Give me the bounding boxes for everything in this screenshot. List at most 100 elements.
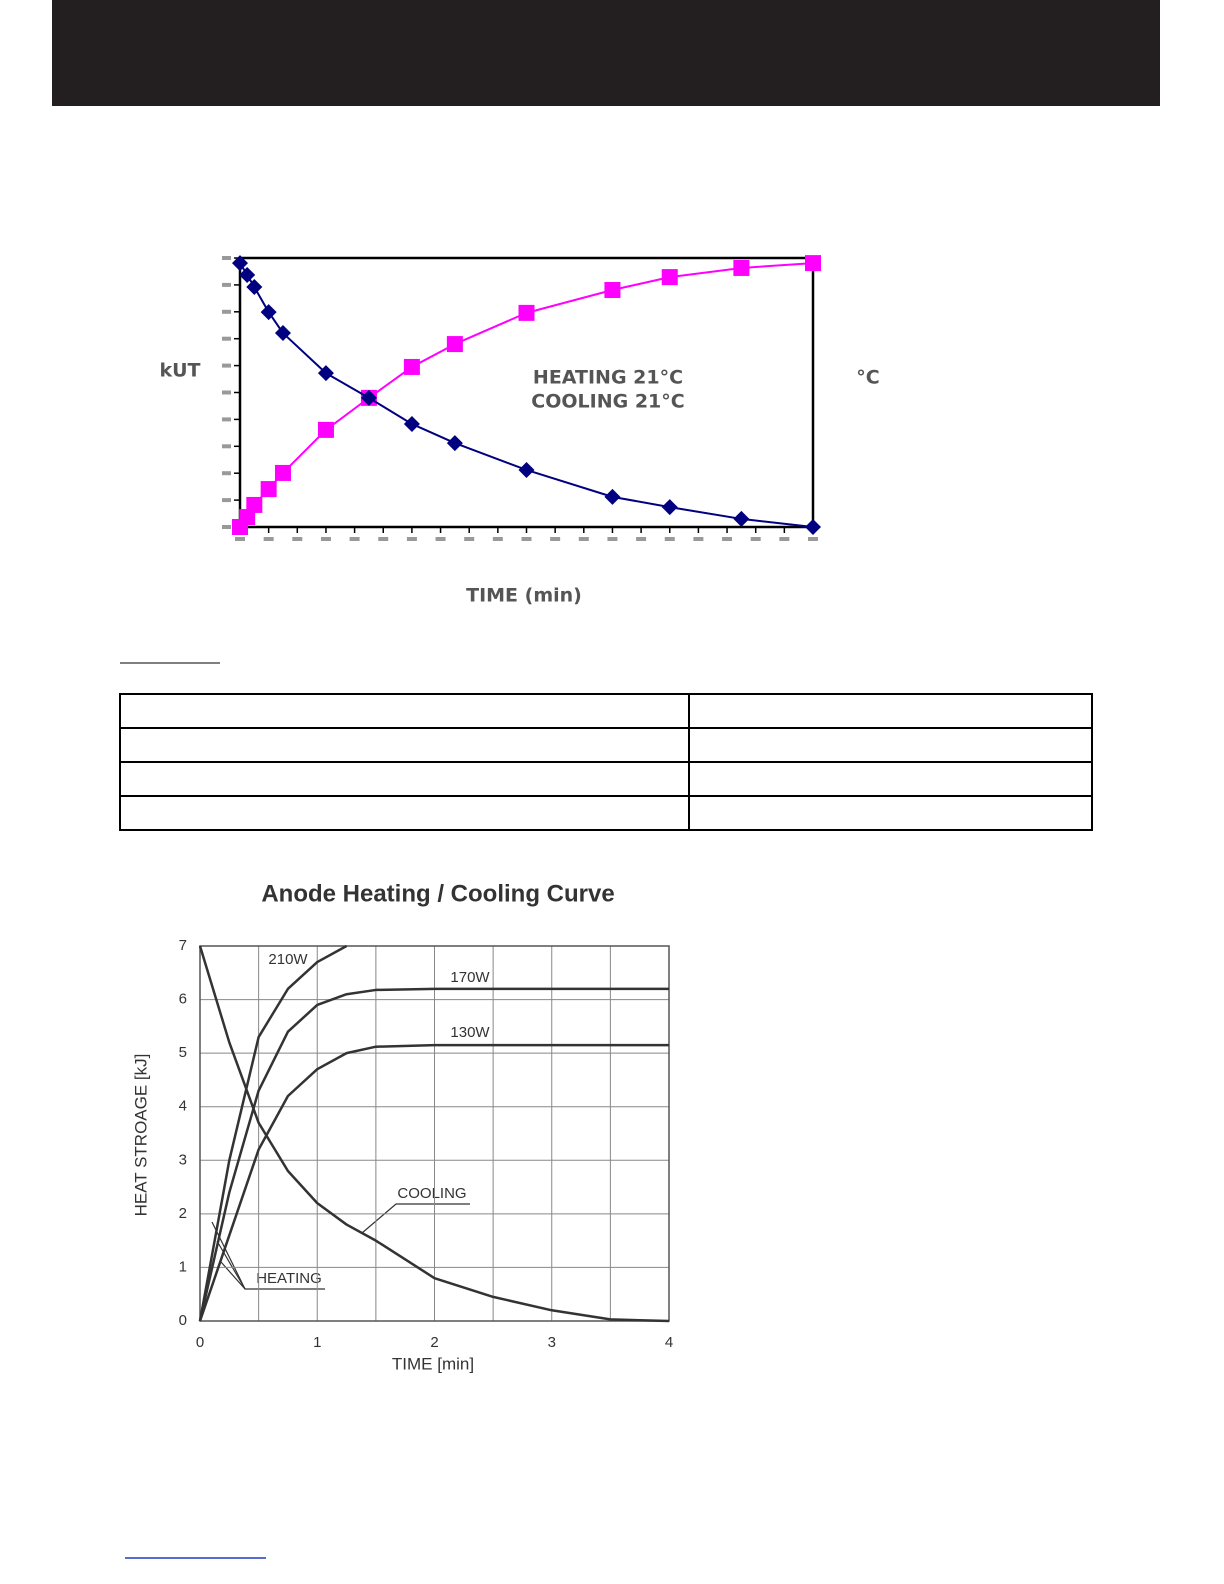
marker xyxy=(274,325,291,342)
y-tick-smudge xyxy=(222,336,231,341)
x-tick-smudge xyxy=(235,537,245,541)
x-tick-smudge xyxy=(636,537,647,541)
leader-line xyxy=(220,1261,246,1290)
x-tick-label: 1 xyxy=(313,1334,321,1351)
marker xyxy=(274,464,291,481)
x-tick-smudge xyxy=(406,537,417,541)
x-tick-smudge xyxy=(808,537,818,541)
y-tick-smudge xyxy=(222,444,231,449)
curve-label: 130W xyxy=(450,1024,490,1041)
x-tick-smudge xyxy=(550,537,561,541)
x-tick-smudge xyxy=(779,537,790,541)
x-axis-label: TIME (min) xyxy=(466,585,582,607)
y-tick-smudge xyxy=(222,309,231,314)
cell xyxy=(688,693,1093,729)
marker xyxy=(604,282,621,299)
marker xyxy=(518,461,535,478)
marker xyxy=(403,415,420,432)
x-tick-label: 0 xyxy=(196,1334,204,1351)
y-tick-label: 7 xyxy=(179,937,187,954)
marker xyxy=(446,336,463,353)
y-tick-label: 1 xyxy=(179,1258,187,1275)
y-tick-smudge xyxy=(222,282,231,287)
table-row xyxy=(119,693,1093,729)
x-tick-smudge xyxy=(521,537,532,541)
annotation: COOLING 21°C xyxy=(531,391,684,413)
marker xyxy=(317,421,334,438)
x-tick-label: 3 xyxy=(548,1334,556,1351)
plot-frame xyxy=(238,256,815,529)
marker xyxy=(403,358,420,375)
data-line xyxy=(198,944,348,1322)
marker xyxy=(260,481,277,498)
leader-line xyxy=(361,1203,470,1234)
x-tick-smudge xyxy=(320,537,331,541)
marker xyxy=(246,279,263,296)
x-tick-label: 4 xyxy=(665,1334,673,1351)
marker xyxy=(317,365,334,382)
chart-title: Anode Heating / Cooling Curve xyxy=(261,880,614,907)
y-tick-label: 4 xyxy=(179,1098,187,1115)
x-tick-smudge xyxy=(693,537,704,541)
y-tick-smudge xyxy=(222,498,231,503)
x-tick-smudge xyxy=(349,537,360,541)
marker xyxy=(246,496,263,513)
marker xyxy=(446,435,463,452)
marker xyxy=(260,304,277,321)
empty-table xyxy=(119,693,1093,831)
x-tick-smudge xyxy=(492,537,503,541)
data-line xyxy=(239,262,814,528)
marker xyxy=(232,255,248,272)
data-line xyxy=(198,945,670,1323)
x-tick-smudge xyxy=(464,537,475,541)
y-axis-label: HEAT STROAGE [kJ] xyxy=(131,1054,150,1217)
y-tick-label: 0 xyxy=(179,1312,187,1329)
y-tick-smudge xyxy=(222,417,231,422)
cell xyxy=(688,795,1093,831)
y-tick-label: 2 xyxy=(179,1205,187,1222)
x-tick-smudge xyxy=(750,537,761,541)
x-tick-smudge xyxy=(722,537,733,541)
y-tick-smudge xyxy=(222,471,231,476)
header-bar xyxy=(52,0,1160,106)
marker xyxy=(805,519,821,535)
marker xyxy=(805,255,821,272)
table-row xyxy=(119,795,1093,831)
marker xyxy=(239,266,256,283)
marker xyxy=(661,499,678,516)
table-row xyxy=(119,761,1093,797)
x-tick-smudge xyxy=(263,537,274,541)
cell xyxy=(119,727,690,763)
x-tick-smudge xyxy=(435,537,446,541)
x-tick-smudge xyxy=(378,537,389,541)
table-row xyxy=(119,727,1093,763)
curve-label: 170W xyxy=(450,969,490,986)
cell xyxy=(119,795,690,831)
marker xyxy=(733,510,750,527)
marker xyxy=(239,509,256,526)
y-tick-smudge xyxy=(222,525,231,529)
plot-frame xyxy=(199,945,670,1322)
x-tick-smudge xyxy=(578,537,589,541)
marker xyxy=(518,304,535,321)
x-tick-smudge xyxy=(292,537,303,541)
y-tick-smudge xyxy=(222,256,231,260)
annotation: HEATING xyxy=(256,1270,322,1287)
x-tick-smudge xyxy=(607,537,618,541)
y-axis-label: kUT xyxy=(159,360,200,382)
cell xyxy=(688,761,1093,797)
cell xyxy=(688,727,1093,763)
x-axis-label: TIME [min] xyxy=(392,1354,474,1373)
y-tick-label: 6 xyxy=(179,991,187,1008)
marker xyxy=(360,389,377,406)
leader-line xyxy=(216,1240,246,1290)
x-tick-smudge xyxy=(664,537,675,541)
marker xyxy=(661,269,678,286)
marker xyxy=(604,488,621,505)
data-line xyxy=(198,1043,669,1322)
y-tick-smudge xyxy=(222,390,231,395)
y-tick-label: 5 xyxy=(179,1044,187,1061)
y2-axis-label: °C xyxy=(856,367,879,389)
y-tick-label: 3 xyxy=(179,1151,187,1168)
